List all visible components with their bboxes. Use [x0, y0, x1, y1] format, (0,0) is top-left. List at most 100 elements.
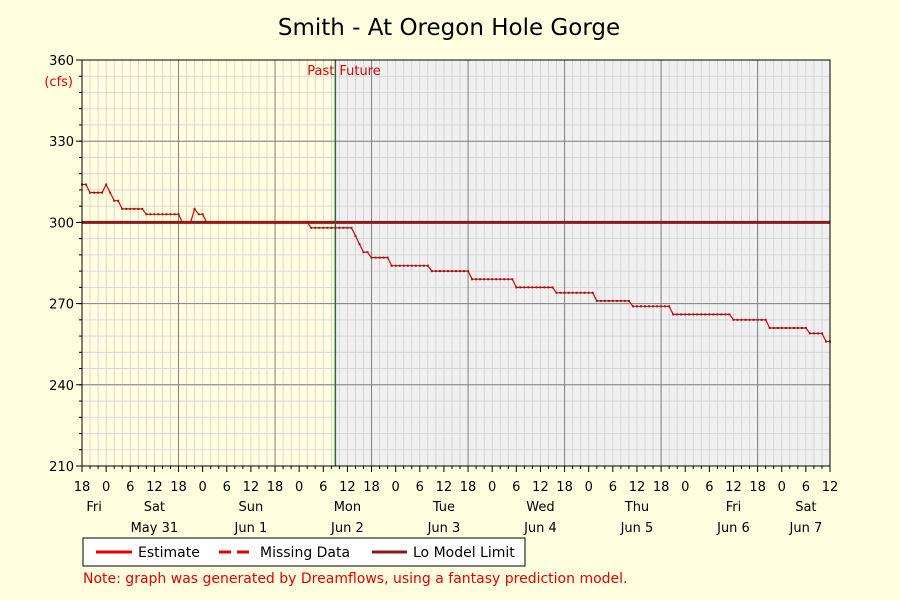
x-date-label: Jun 5: [620, 521, 654, 536]
estimate-data-point: [639, 305, 642, 308]
estimate-data-point: [205, 221, 208, 224]
estimate-data-point: [386, 256, 389, 259]
estimate-data-point: [342, 226, 345, 229]
x-hour-tick-label: 0: [199, 480, 207, 495]
estimate-data-point: [394, 264, 397, 267]
y-tick-label: 360: [49, 54, 74, 69]
estimate-data-point: [768, 326, 771, 329]
x-day-label: Sun: [239, 500, 264, 515]
estimate-data-point: [728, 313, 731, 316]
estimate-data-point: [366, 251, 369, 254]
estimate-data-point: [555, 291, 558, 294]
estimate-data-point: [704, 313, 707, 316]
x-hour-tick-label: 0: [392, 480, 400, 495]
x-hour-tick-label: 18: [170, 480, 187, 495]
estimate-data-point: [648, 305, 651, 308]
estimate-data-point: [479, 278, 482, 281]
estimate-data-point: [491, 278, 494, 281]
estimate-data-point: [824, 340, 827, 343]
past-label: Past: [307, 64, 334, 79]
estimate-data-point: [306, 221, 309, 224]
estimate-data-point: [278, 221, 281, 224]
estimate-data-point: [764, 318, 767, 321]
x-hour-tick-label: 6: [416, 480, 424, 495]
x-hour-tick-label: 18: [267, 480, 284, 495]
estimate-data-point: [455, 270, 457, 273]
estimate-data-point: [302, 221, 305, 224]
x-hour-tick-label: 12: [339, 480, 356, 495]
estimate-data-point: [221, 221, 224, 224]
estimate-data-point: [756, 318, 759, 321]
legend-missing-data-label: Missing Data: [260, 545, 350, 561]
estimate-data-point: [89, 191, 92, 194]
estimate-data-point: [161, 213, 164, 216]
estimate-data-point: [587, 291, 590, 294]
estimate-data-point: [660, 305, 663, 308]
estimate-data-point: [623, 299, 626, 302]
estimate-data-point: [410, 264, 413, 267]
estimate-data-point: [559, 291, 562, 294]
estimate-data-point: [185, 221, 188, 224]
estimate-data-point: [197, 213, 200, 216]
x-hour-tick-label: 6: [512, 480, 520, 495]
estimate-data-point: [181, 221, 184, 224]
estimate-data-point: [664, 305, 667, 308]
estimate-data-point: [684, 313, 687, 316]
estimate-data-point: [245, 221, 248, 224]
future-region: [335, 60, 830, 466]
estimate-data-point: [652, 305, 655, 308]
estimate-data-point: [792, 326, 795, 329]
estimate-data-point: [169, 213, 172, 216]
estimate-data-point: [354, 234, 357, 237]
estimate-data-point: [607, 299, 610, 302]
estimate-data-point: [274, 221, 277, 224]
estimate-data-point: [237, 221, 240, 224]
footnote: Note: graph was generated by Dreamflows,…: [83, 571, 628, 587]
estimate-data-point: [716, 313, 719, 316]
estimate-data-point: [105, 183, 108, 186]
estimate-data-point: [334, 226, 337, 229]
estimate-data-point: [109, 191, 112, 194]
estimate-data-point: [527, 286, 530, 289]
estimate-data-point: [265, 221, 268, 224]
estimate-data-point: [688, 313, 691, 316]
estimate-data-point: [93, 191, 96, 194]
estimate-data-point: [113, 199, 116, 202]
x-day-label: Sat: [144, 500, 165, 515]
estimate-data-point: [692, 313, 695, 316]
estimate-data-point: [571, 291, 574, 294]
estimate-data-point: [362, 251, 365, 254]
y-tick-label: 330: [49, 135, 74, 150]
x-hour-tick-label: 18: [460, 480, 477, 495]
estimate-data-point: [732, 318, 735, 321]
x-day-label: Fri: [726, 500, 742, 515]
future-label: Future: [339, 64, 380, 79]
estimate-data-point: [193, 207, 196, 210]
estimate-data-point: [157, 213, 160, 216]
estimate-data-point: [257, 221, 260, 224]
estimate-data-point: [270, 221, 273, 224]
estimate-data-point: [708, 313, 711, 316]
estimate-data-point: [459, 270, 462, 273]
estimate-data-point: [800, 326, 803, 329]
estimate-data-point: [442, 270, 445, 273]
estimate-data-point: [772, 326, 775, 329]
estimate-data-point: [808, 332, 811, 335]
estimate-data-point: [627, 299, 630, 302]
estimate-data-point: [358, 243, 361, 246]
x-hour-tick-label: 6: [609, 480, 617, 495]
estimate-data-point: [515, 286, 518, 289]
estimate-data-point: [567, 291, 570, 294]
estimate-data-point: [471, 278, 474, 281]
estimate-data-point: [680, 313, 683, 316]
estimate-data-point: [563, 291, 566, 294]
x-date-label: Jun 1: [234, 521, 268, 536]
estimate-data-point: [450, 270, 453, 273]
estimate-data-point: [430, 270, 433, 273]
x-hour-tick-label: 0: [295, 480, 303, 495]
estimate-data-point: [133, 207, 136, 210]
estimate-data-point: [483, 278, 486, 281]
x-hour-tick-label: 12: [243, 480, 260, 495]
estimate-data-point: [249, 221, 252, 224]
